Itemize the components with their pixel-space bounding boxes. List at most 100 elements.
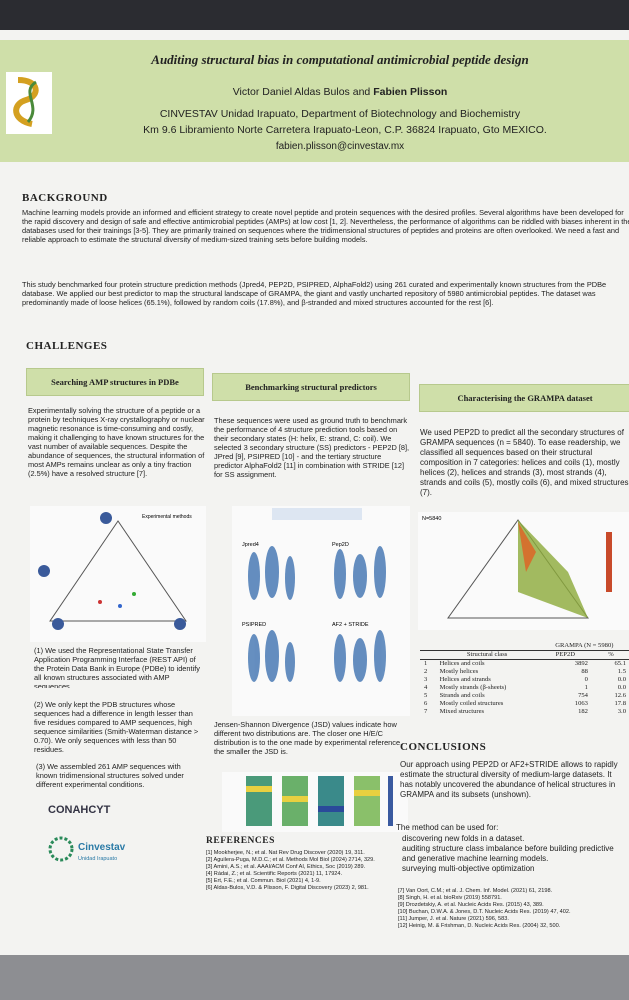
structure-icon <box>100 512 112 524</box>
table-row: 7 Mixed structures 182 3.0 <box>420 708 629 716</box>
table-row: 4 Mostly strands (β-sheets) 1 0.0 <box>420 684 629 692</box>
figure-grampa-triangle: N=5840 <box>418 512 629 630</box>
paragraph: (3) We assembled 261 AMP sequences with … <box>36 762 184 789</box>
figure-label: N=5840 <box>422 516 441 522</box>
table-cell: Strands and coils <box>439 692 485 699</box>
table-cell: 88 <box>581 668 588 675</box>
conjunction: and <box>352 86 371 98</box>
reference: [12] Heinig, M. & Frishman, D. Nucleic A… <box>398 923 561 929</box>
reference: [9] Drozdetskiy, A. et al. Nucleic Acids… <box>398 902 544 908</box>
bullet: discovering new folds in a dataset. <box>402 834 628 844</box>
logo-helix <box>13 77 39 127</box>
table-cell: Mostly strands (β-sheets) <box>439 684 507 691</box>
floor <box>0 955 629 1000</box>
paragraph: We used PEP2D to predict all the seconda… <box>420 428 629 497</box>
legend-title: Experimental methods <box>142 514 192 520</box>
ternary-triangle <box>49 520 187 622</box>
logo-cinvestav: Cinvestav <box>78 842 126 853</box>
table-row: 5 Strands and coils 754 12.6 <box>420 692 629 700</box>
density-area <box>518 520 588 618</box>
logo-unit: Unidad Irapuato <box>78 856 118 862</box>
figure-violins: Jpred4 Pep2D PSIPRED AF2 + STRIDE <box>232 506 410 716</box>
logo-poster <box>6 72 52 134</box>
reference: [7] Van Oort, C.M.; et al. J. Chem. Inf.… <box>398 888 553 894</box>
table-cell: 182 <box>578 708 588 715</box>
paragraph: (2) We only kept the PDB structures whos… <box>34 700 199 754</box>
logo-ring <box>48 836 74 862</box>
colorbar <box>606 532 612 592</box>
table-cell: 3.0 <box>617 708 626 715</box>
section-heading: BACKGROUND <box>22 192 108 204</box>
email: fabien.plisson@cinvestav.mx <box>275 141 405 152</box>
table-cell: 65.1 <box>614 660 626 667</box>
reference: [1] Mookherjee, N.; et al. Nat Rev Drug … <box>206 850 365 856</box>
table-row: 6 Mostly coiled structures 1063 17.8 <box>420 700 629 708</box>
table-row: 1 Helices and coils 3892 65.1 <box>420 660 629 669</box>
structure-icon <box>52 618 64 630</box>
paragraph: These sequences were used as ground trut… <box>214 416 410 479</box>
table-cell: 3892 <box>574 660 588 667</box>
reference: [11] Jumper, J. et al. Nature (2021) 596… <box>398 916 509 922</box>
section-heading: CONCLUSIONS <box>400 741 487 753</box>
table-cell: Mostly helices <box>439 668 479 675</box>
legend-box <box>272 508 362 520</box>
point <box>132 592 136 596</box>
reference: [4] Rádai, Z.; et al. Scientific Reports… <box>206 871 343 877</box>
paragraph: Jensen-Shannon Divergence (JSD) values i… <box>214 720 403 756</box>
reference: [5] Ert, F.E.; et al. Commun. Biol (2021… <box>206 878 321 884</box>
reference: [8] Singh, H. et al. bioRxiv (2019) 5587… <box>398 895 502 901</box>
address: Km 9.6 Libramiento Norte Carretera Irapu… <box>143 124 547 136</box>
table-head: % <box>608 651 614 658</box>
bullet: auditing structure class imbalance befor… <box>402 844 628 864</box>
author: Fabien Plisson <box>373 86 448 98</box>
figure-pdb-triangle: Experimental methods <box>30 506 206 642</box>
table-cell: 5 <box>424 692 428 699</box>
reference: [2] Aguilera-Puga, M.D.C.; et al. Method… <box>206 857 375 863</box>
table-body: 1 Helices and coils 3892 65.1 2 Mostly helice… <box>420 660 629 717</box>
reference-list: [1] Mookherjee, N.; et al. Nat Rev Drug … <box>206 850 416 892</box>
table-cell: 2 <box>424 668 428 675</box>
paragraph: The method can be used for: <box>396 823 499 832</box>
table-head: PEP2D <box>555 651 575 658</box>
panel-label: AF2 + STRIDE <box>332 622 369 628</box>
panel-label: Jpred4 <box>242 542 259 548</box>
table-cell: 1.5 <box>617 668 626 675</box>
logo-cinvestav-mark <box>48 836 74 862</box>
affiliation: CINVESTAV Unidad Irapuato, Department of… <box>159 108 521 120</box>
paragraph: Our approach using PEP2D or AF2+STRIDE a… <box>400 760 618 799</box>
paragraph: This study benchmarked four protein stru… <box>22 280 607 307</box>
logo-conahcyt: CONAHCYT <box>48 804 111 816</box>
section-heading: CHALLENGES <box>26 340 108 352</box>
table-cell: 0.0 <box>617 676 626 683</box>
violins <box>248 546 386 682</box>
table-cell: 1 <box>584 684 588 691</box>
table-cell: 4 <box>424 684 428 691</box>
reference: [3] Amini, A.S.; et al. AAAI/ACM Conf AI… <box>206 864 366 870</box>
table-row: 2 Mostly helices 88 1.5 <box>420 668 629 676</box>
structure-icon <box>174 618 186 630</box>
table: GRAMPA (N = 5980) Structural class PEP2D%… <box>420 642 629 716</box>
column-heading: Benchmarking structural predictors <box>212 373 410 401</box>
reference-list: [7] Van Oort, C.M.; et al. J. Chem. Inf.… <box>398 888 629 930</box>
paragraph: Experimentally solving the structure of … <box>28 406 205 478</box>
table-row: 3 Helices and strands 0 0.0 <box>420 676 629 684</box>
table-cell: 3 <box>424 676 428 683</box>
table-cell: 0.0 <box>617 684 626 691</box>
reference: [6] Aldas-Bulos, V.D. & Plisson, F. Digi… <box>206 885 369 891</box>
table-head: Structural class <box>466 651 508 658</box>
table-cell: 7 <box>424 708 428 715</box>
paragraph: Machine learning models provide an infor… <box>22 208 629 244</box>
panel-label: Pep2D <box>332 542 349 548</box>
logo-strand <box>26 80 37 123</box>
authors: Victor Daniel Aldas Bulos and Fabien Pli… <box>60 86 620 98</box>
panel-label: PSIPRED <box>242 622 266 628</box>
table-cell: Mixed structures <box>439 708 485 715</box>
author: Victor Daniel Aldas Bulos <box>232 86 350 98</box>
table-cell: 1 <box>424 660 428 667</box>
table-cell: 0 <box>584 676 588 683</box>
point <box>98 600 102 604</box>
section-heading: REFERENCES <box>206 836 275 846</box>
table-cell: 1063 <box>574 700 588 707</box>
structure-icon <box>38 565 50 577</box>
